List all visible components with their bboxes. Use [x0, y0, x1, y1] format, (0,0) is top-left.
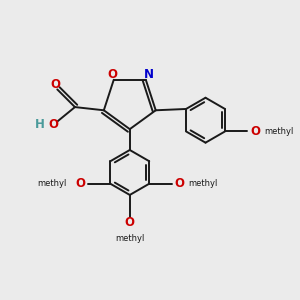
Text: O: O: [174, 177, 184, 190]
Text: methyl: methyl: [264, 127, 293, 136]
Text: O: O: [51, 78, 61, 91]
Text: O: O: [75, 177, 85, 190]
Text: O: O: [125, 216, 135, 229]
Text: methyl: methyl: [188, 179, 217, 188]
Text: O: O: [107, 68, 117, 80]
Text: N: N: [143, 68, 153, 80]
Text: methyl: methyl: [115, 234, 145, 243]
Text: O: O: [251, 125, 261, 138]
Text: H: H: [35, 118, 45, 131]
Text: O: O: [48, 118, 59, 131]
Text: methyl: methyl: [38, 179, 67, 188]
